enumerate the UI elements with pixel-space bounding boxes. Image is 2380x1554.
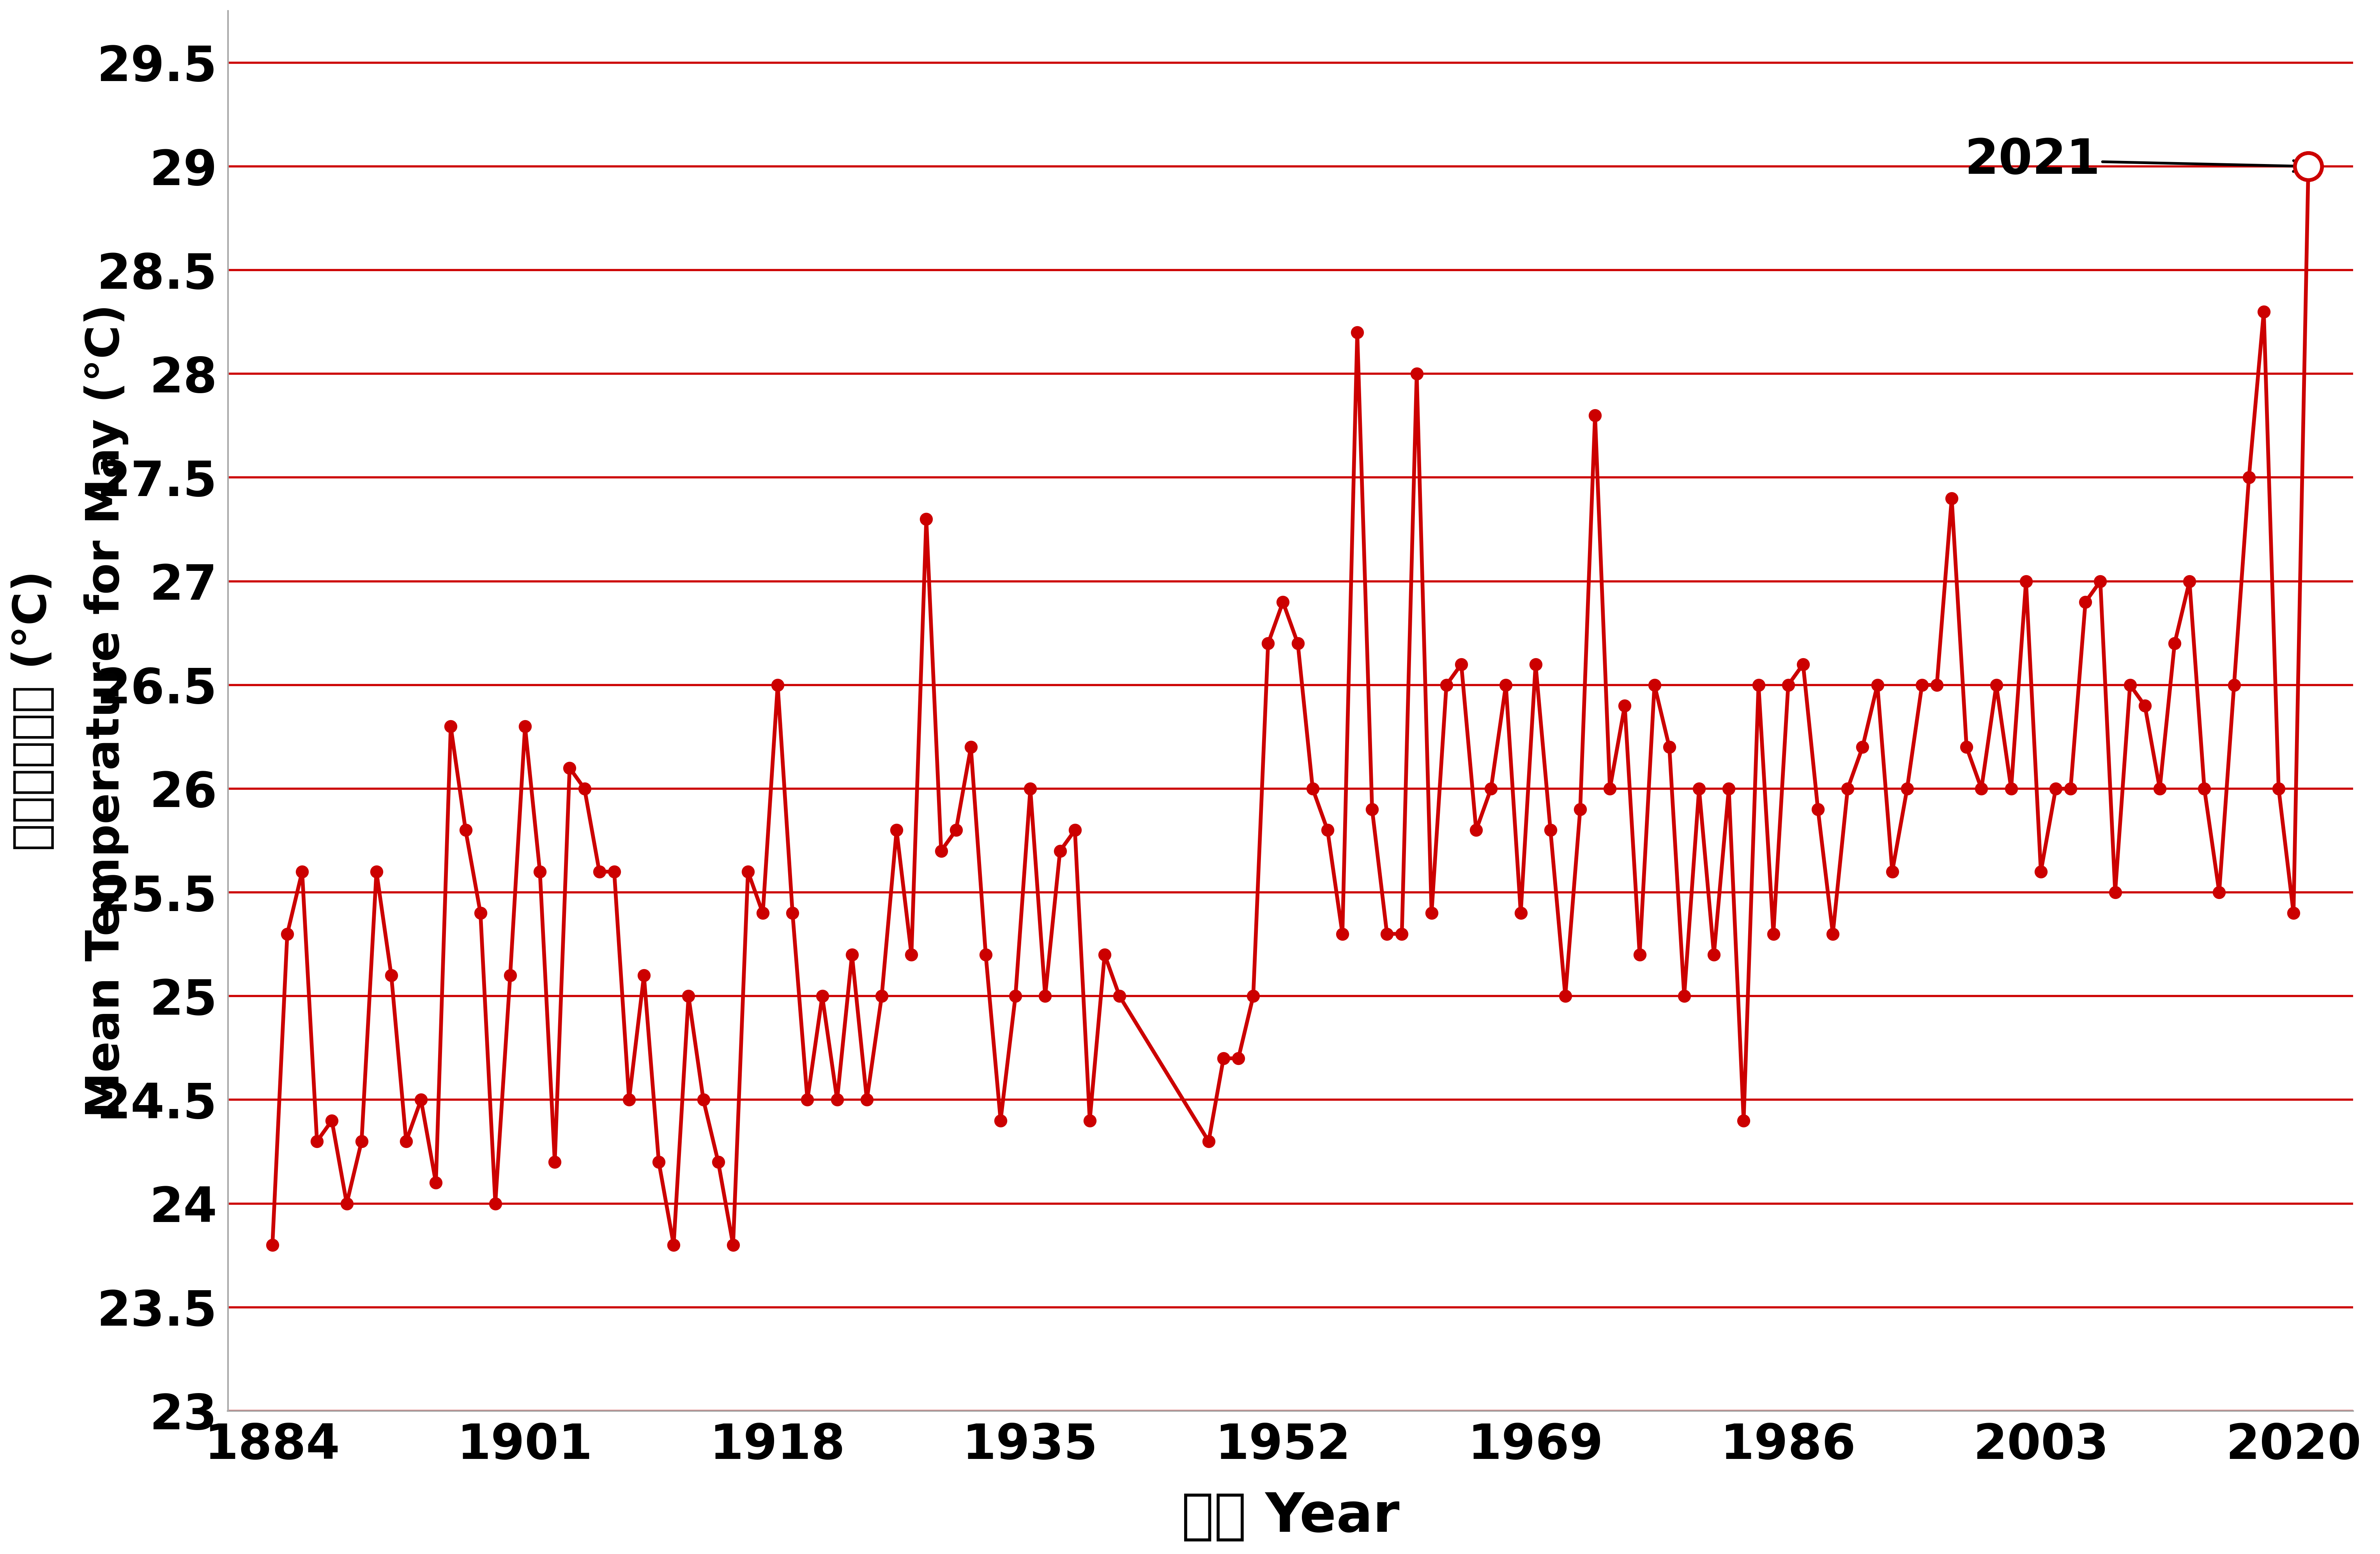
Y-axis label: 五月平均氣温 (°C)
Mean Temperature for May (°C): 五月平均氣温 (°C) Mean Temperature for May (°C… <box>12 305 129 1117</box>
Text: 2021: 2021 <box>1964 137 2304 183</box>
X-axis label: 年份 Year: 年份 Year <box>1180 1490 1399 1543</box>
